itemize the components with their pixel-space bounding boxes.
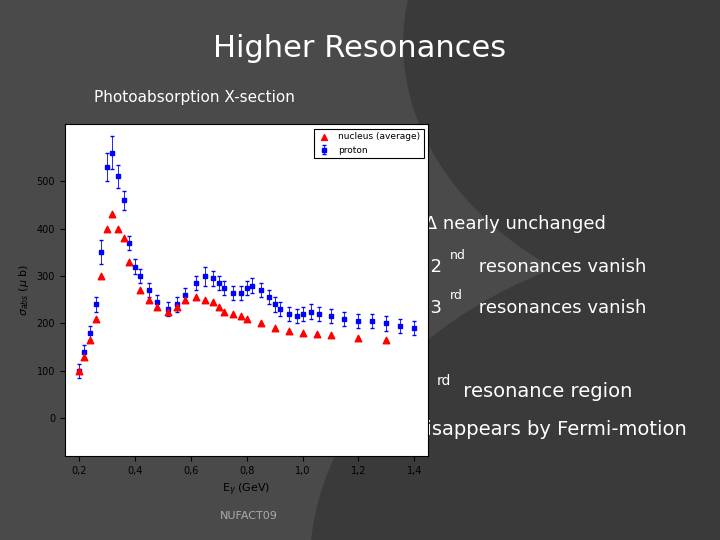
nucleus (average): [381, 336, 392, 345]
Text: rd: rd: [450, 289, 463, 302]
Text: rd: rd: [437, 374, 451, 388]
Text: disappears by Fermi-motion: disappears by Fermi-motion: [414, 420, 687, 439]
Text: NUFACT09: NUFACT09: [220, 511, 277, 521]
nucleus (average): [255, 319, 266, 328]
nucleus (average): [90, 314, 102, 323]
Text: •Δ nearly unchanged: •Δ nearly unchanged: [414, 215, 606, 233]
Text: Photoabsorption X-section: Photoabsorption X-section: [94, 90, 294, 105]
nucleus (average): [151, 302, 163, 311]
Text: resonance region: resonance region: [457, 382, 633, 401]
Text: nd: nd: [450, 249, 466, 262]
Text: 3: 3: [414, 382, 426, 401]
nucleus (average): [78, 352, 90, 361]
nucleus (average): [227, 309, 238, 318]
Text: resonances vanish: resonances vanish: [473, 258, 647, 276]
nucleus (average): [73, 367, 84, 375]
nucleus (average): [101, 224, 112, 233]
nucleus (average): [171, 302, 182, 311]
nucleus (average): [311, 329, 323, 338]
X-axis label: E$_\gamma$ (GeV): E$_\gamma$ (GeV): [222, 482, 271, 498]
Text: Higher Resonances: Higher Resonances: [213, 34, 507, 63]
nucleus (average): [199, 295, 210, 304]
nucleus (average): [163, 307, 174, 316]
Text: resonances vanish: resonances vanish: [473, 299, 647, 317]
nucleus (average): [123, 258, 135, 266]
Polygon shape: [518, 0, 720, 151]
nucleus (average): [118, 234, 130, 242]
nucleus (average): [283, 326, 294, 335]
nucleus (average): [213, 302, 225, 311]
nucleus (average): [325, 331, 336, 340]
nucleus (average): [107, 210, 118, 219]
Y-axis label: $\sigma_{abs}$ ($\mu$ b): $\sigma_{abs}$ ($\mu$ b): [17, 264, 31, 316]
nucleus (average): [207, 298, 219, 306]
nucleus (average): [218, 307, 230, 316]
Circle shape: [403, 0, 720, 324]
nucleus (average): [143, 295, 155, 304]
nucleus (average): [135, 286, 146, 294]
Text: • 2: • 2: [414, 258, 442, 276]
nucleus (average): [353, 333, 364, 342]
nucleus (average): [84, 336, 96, 345]
nucleus (average): [179, 295, 191, 304]
Circle shape: [310, 232, 720, 540]
nucleus (average): [112, 224, 124, 233]
nucleus (average): [240, 314, 252, 323]
nucleus (average): [191, 293, 202, 302]
nucleus (average): [95, 272, 107, 280]
Legend: nucleus (average), proton: nucleus (average), proton: [314, 129, 424, 158]
nucleus (average): [297, 329, 308, 338]
Text: • 3: • 3: [414, 299, 442, 317]
nucleus (average): [269, 324, 280, 333]
nucleus (average): [235, 312, 247, 321]
